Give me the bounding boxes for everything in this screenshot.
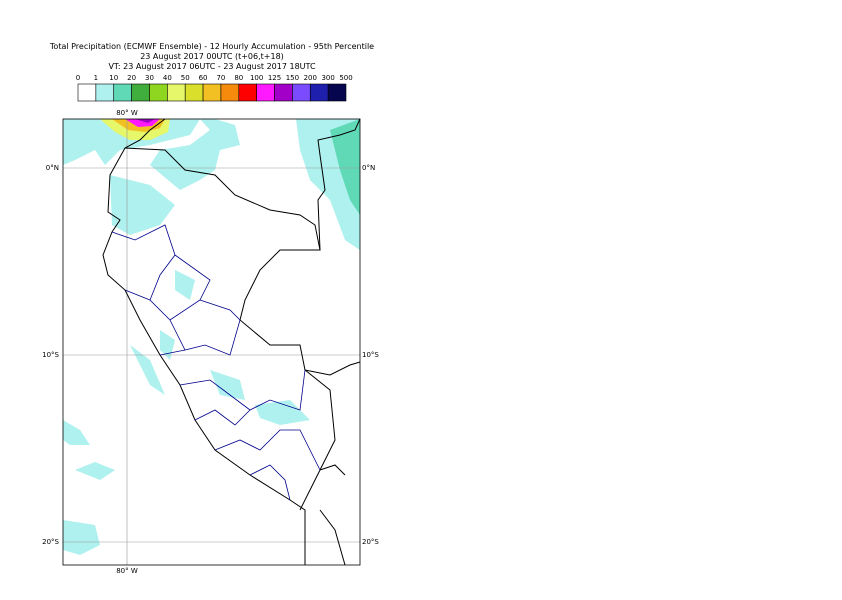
- colorbar-box: [274, 83, 293, 102]
- graticule: [63, 119, 360, 565]
- colorbar-box: [327, 83, 347, 102]
- colorbar-box: [184, 83, 204, 102]
- map: 80° W 80° W 0°N 0°N 10°S 10°S 20°S 20°S: [42, 109, 379, 575]
- colorbar-label: 500: [339, 74, 352, 82]
- colorbar-box: [167, 83, 186, 102]
- colorbar-label: 60: [199, 74, 208, 82]
- title-line: VT: 23 August 2017 06UTC - 23 August 201…: [108, 62, 316, 71]
- colorbar-label: 40: [163, 74, 172, 82]
- colorbar-label: 70: [216, 74, 225, 82]
- colorbar: 0 1 10 20 30 40 50 60 70 80 100 125 150 200 300 500: [76, 74, 353, 102]
- borders: [102, 118, 361, 566]
- precip-moderate: [330, 119, 360, 215]
- colorbar-label: 125: [268, 74, 281, 82]
- colorbar-label: 100: [250, 74, 263, 82]
- title-line: 23 August 2017 00UTC (t+06,t+18): [140, 52, 284, 61]
- colorbar-label: 10: [109, 74, 118, 82]
- lat-label: 10°S: [362, 351, 379, 359]
- map-frame-bg: [63, 119, 360, 565]
- map-frame: [62, 118, 361, 566]
- precip-extreme: [135, 119, 155, 123]
- colorbar-box: [131, 83, 150, 102]
- lat-label: 20°S: [42, 538, 59, 546]
- colorbar-label: 1: [94, 74, 98, 82]
- colorbar-box: [220, 83, 240, 102]
- colorbar-label: 200: [304, 74, 317, 82]
- colorbar-box: [202, 83, 222, 102]
- colorbar-label: 20: [127, 74, 136, 82]
- lat-label: 0°N: [362, 164, 375, 172]
- colorbar-label: 0: [76, 74, 80, 82]
- colorbar-box: [238, 83, 257, 102]
- lat-label: 10°S: [42, 351, 59, 359]
- colorbar-label: 300: [321, 74, 334, 82]
- lat-labels: 0°N 0°N 10°S 10°S 20°S 20°S: [42, 164, 379, 546]
- colorbar-box: [95, 83, 115, 102]
- colorbar-label: 80: [234, 74, 243, 82]
- header: Total Precipitation (ECMWF Ensemble) - 1…: [49, 42, 374, 71]
- title-line: Total Precipitation (ECMWF Ensemble) - 1…: [49, 42, 374, 51]
- lat-label: 20°S: [362, 538, 379, 546]
- colorbar-box: [77, 83, 97, 102]
- colorbar-label: 150: [286, 74, 299, 82]
- colorbar-box: [309, 83, 329, 102]
- colorbar-box: [149, 83, 168, 102]
- colorbar-box: [292, 83, 311, 102]
- colorbar-box: [113, 83, 132, 102]
- lon-label: 80° W: [116, 109, 138, 117]
- lat-label: 0°N: [46, 164, 59, 172]
- colorbar-label: 50: [181, 74, 190, 82]
- regions: [111, 224, 321, 501]
- colorbar-box: [256, 83, 275, 102]
- precip-light: [63, 119, 360, 555]
- colorbar-label: 30: [145, 74, 154, 82]
- lon-label: 80° W: [116, 567, 138, 575]
